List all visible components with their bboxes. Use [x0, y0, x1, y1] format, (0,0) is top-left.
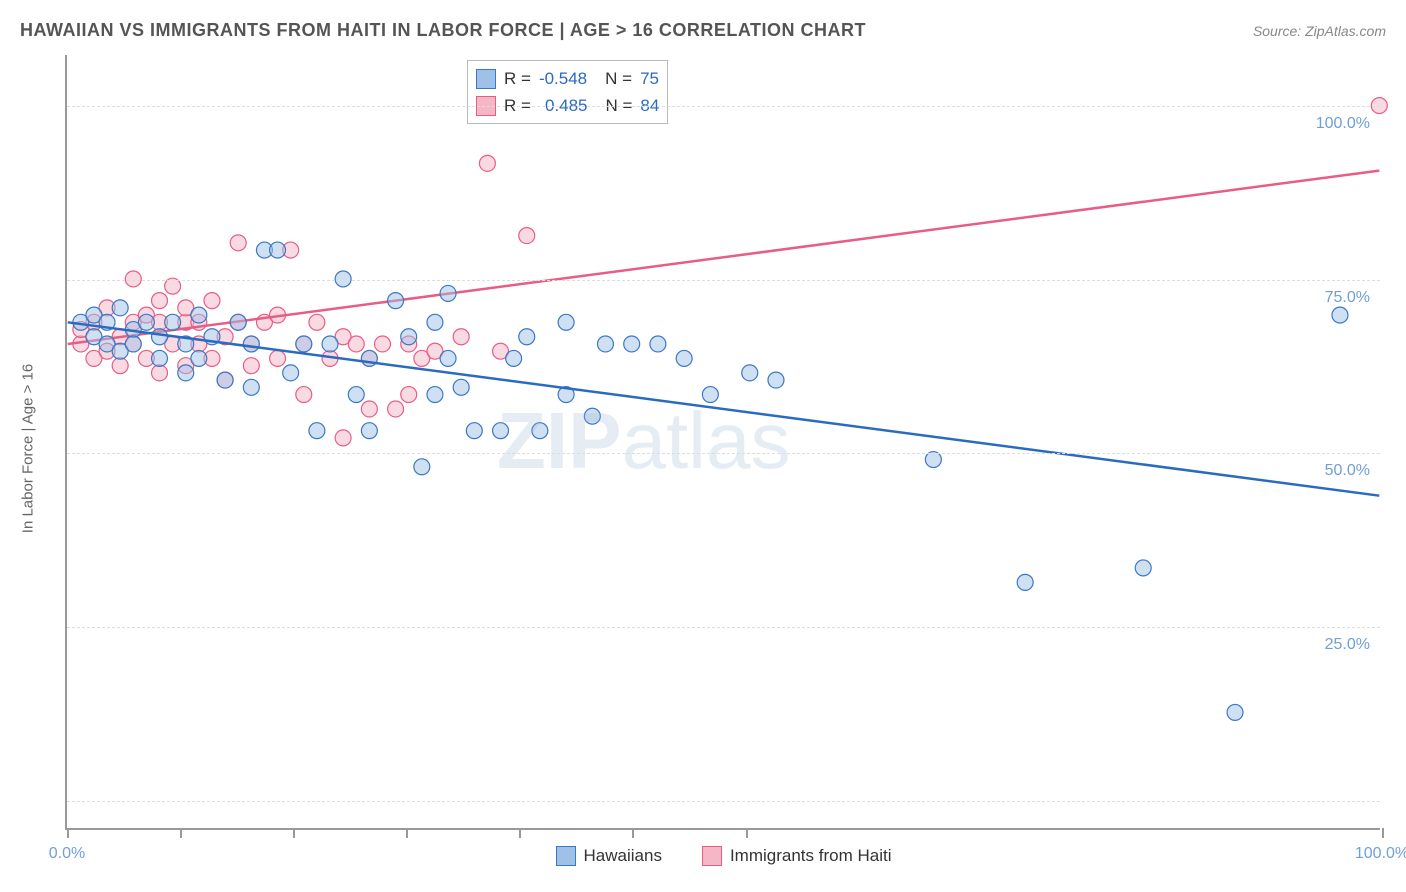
scatter-point — [348, 336, 364, 352]
scatter-point — [191, 350, 207, 366]
scatter-point — [401, 387, 417, 403]
scatter-point — [296, 387, 312, 403]
blue-n-value: 75 — [640, 65, 659, 92]
scatter-point — [243, 379, 259, 395]
scatter-point — [427, 314, 443, 330]
scatter-point — [1227, 704, 1243, 720]
y-tick-label: 75.0% — [1325, 289, 1370, 307]
scatter-point — [519, 228, 535, 244]
scatter-point — [125, 336, 141, 352]
scatter-point — [138, 314, 154, 330]
scatter-point — [506, 350, 522, 366]
scatter-point — [230, 314, 246, 330]
chart-svg — [67, 55, 1380, 828]
plot-area: ZIPatlas R = -0.548 N = 75 R = 0.485 N =… — [65, 55, 1380, 830]
scatter-point — [152, 365, 168, 381]
y-axis-label: In Labor Force | Age > 16 — [20, 364, 37, 533]
legend-swatch-blue — [476, 69, 496, 89]
scatter-point — [519, 329, 535, 345]
scatter-point — [165, 278, 181, 294]
trend-line — [68, 322, 1380, 495]
scatter-point — [204, 293, 220, 309]
scatter-point — [178, 365, 194, 381]
scatter-point — [440, 285, 456, 301]
scatter-point — [650, 336, 666, 352]
scatter-point — [152, 293, 168, 309]
legend-label-blue: Hawaiians — [584, 846, 662, 866]
scatter-point — [1135, 560, 1151, 576]
scatter-point — [309, 314, 325, 330]
scatter-point — [243, 358, 259, 374]
scatter-point — [270, 350, 286, 366]
scatter-point — [243, 336, 259, 352]
scatter-point — [597, 336, 613, 352]
scatter-point — [768, 372, 784, 388]
chart-title: HAWAIIAN VS IMMIGRANTS FROM HAITI IN LAB… — [20, 20, 866, 41]
scatter-point — [453, 379, 469, 395]
scatter-point — [1017, 574, 1033, 590]
scatter-point — [112, 358, 128, 374]
scatter-point — [493, 423, 509, 439]
scatter-point — [440, 350, 456, 366]
scatter-point — [112, 300, 128, 316]
scatter-point — [388, 401, 404, 417]
scatter-point — [296, 336, 312, 352]
scatter-point — [388, 293, 404, 309]
scatter-point — [270, 242, 286, 258]
scatter-point — [624, 336, 640, 352]
legend-swatch-pink — [702, 846, 722, 866]
scatter-point — [191, 307, 207, 323]
scatter-point — [466, 423, 482, 439]
scatter-point — [414, 459, 430, 475]
scatter-point — [401, 329, 417, 345]
blue-r-value: -0.548 — [539, 65, 587, 92]
y-tick-label: 100.0% — [1316, 115, 1370, 133]
source-attribution: Source: ZipAtlas.com — [1253, 23, 1386, 39]
y-tick-label: 50.0% — [1325, 462, 1370, 480]
scatter-point — [322, 336, 338, 352]
scatter-point — [742, 365, 758, 381]
scatter-point — [532, 423, 548, 439]
scatter-point — [361, 401, 377, 417]
scatter-point — [309, 423, 325, 439]
legend-swatch-blue — [556, 846, 576, 866]
x-tick-label: 0.0% — [49, 845, 85, 863]
scatter-point — [676, 350, 692, 366]
scatter-point — [1332, 307, 1348, 323]
scatter-point — [558, 314, 574, 330]
n-label: N = — [605, 65, 632, 92]
scatter-point — [283, 365, 299, 381]
scatter-point — [584, 408, 600, 424]
legend-series: Hawaiians Immigrants from Haiti — [556, 846, 892, 866]
scatter-point — [361, 423, 377, 439]
r-label: R = — [504, 65, 531, 92]
scatter-point — [335, 430, 351, 446]
legend-correlation: R = -0.548 N = 75 R = 0.485 N = 84 — [467, 60, 668, 124]
scatter-point — [427, 387, 443, 403]
scatter-point — [453, 329, 469, 345]
scatter-point — [152, 329, 168, 345]
legend-label-pink: Immigrants from Haiti — [730, 846, 892, 866]
scatter-point — [217, 372, 233, 388]
scatter-point — [230, 235, 246, 251]
scatter-point — [702, 387, 718, 403]
scatter-point — [165, 314, 181, 330]
scatter-point — [152, 350, 168, 366]
scatter-point — [479, 155, 495, 171]
y-tick-label: 25.0% — [1325, 636, 1370, 654]
scatter-point — [348, 387, 364, 403]
x-tick-label: 100.0% — [1355, 845, 1406, 863]
scatter-point — [375, 336, 391, 352]
